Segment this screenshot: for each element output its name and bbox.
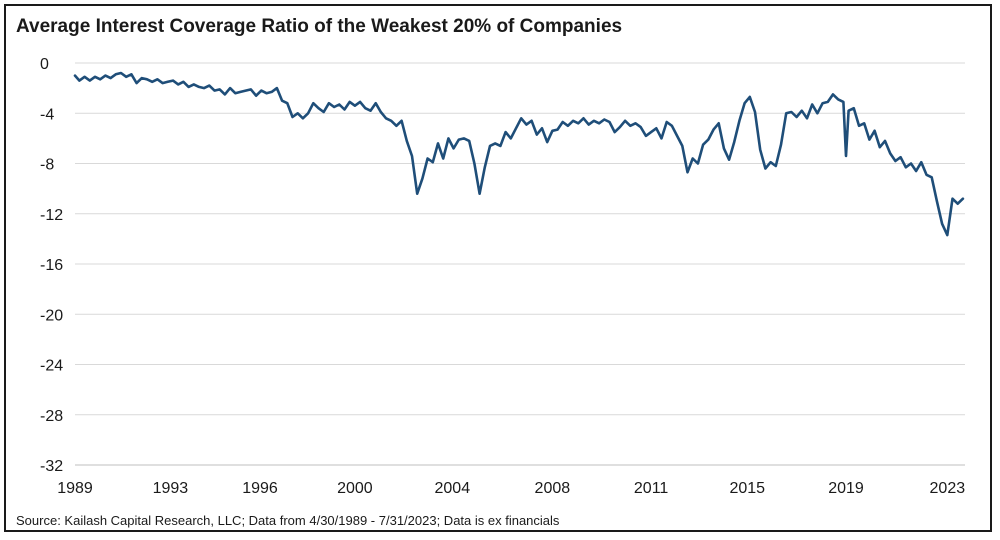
series-line	[73, 71, 965, 237]
y-tick-label: -12	[40, 207, 63, 224]
y-tick-label: -16	[40, 257, 63, 274]
x-tick-label: 1996	[242, 480, 278, 497]
x-tick-label: 2023	[930, 480, 966, 497]
x-tick-label: 1989	[57, 480, 93, 497]
x-tick-label: 2011	[634, 480, 669, 497]
x-tick-label: 2008	[535, 480, 571, 497]
y-tick-label: -20	[40, 307, 63, 324]
x-tick-label: 2019	[828, 480, 864, 497]
x-tick-label: 2015	[729, 480, 765, 497]
y-tick-label: -8	[40, 157, 54, 174]
chart-title: Average Interest Coverage Ratio of the W…	[16, 16, 623, 37]
x-tick-label: 2000	[337, 480, 373, 497]
y-tick-label: 0	[40, 56, 49, 73]
y-tick-label: -24	[40, 358, 63, 375]
chart-frame: Average Interest Coverage Ratio of the W…	[4, 4, 992, 532]
x-tick-label: 1993	[153, 480, 189, 497]
y-tick-label: -32	[40, 458, 63, 475]
chart-source-note: Source: Kailash Capital Research, LLC; D…	[16, 513, 560, 528]
y-tick-label: -28	[40, 408, 63, 425]
y-tick-label: -4	[40, 106, 54, 123]
x-tick-label: 2004	[435, 480, 471, 497]
